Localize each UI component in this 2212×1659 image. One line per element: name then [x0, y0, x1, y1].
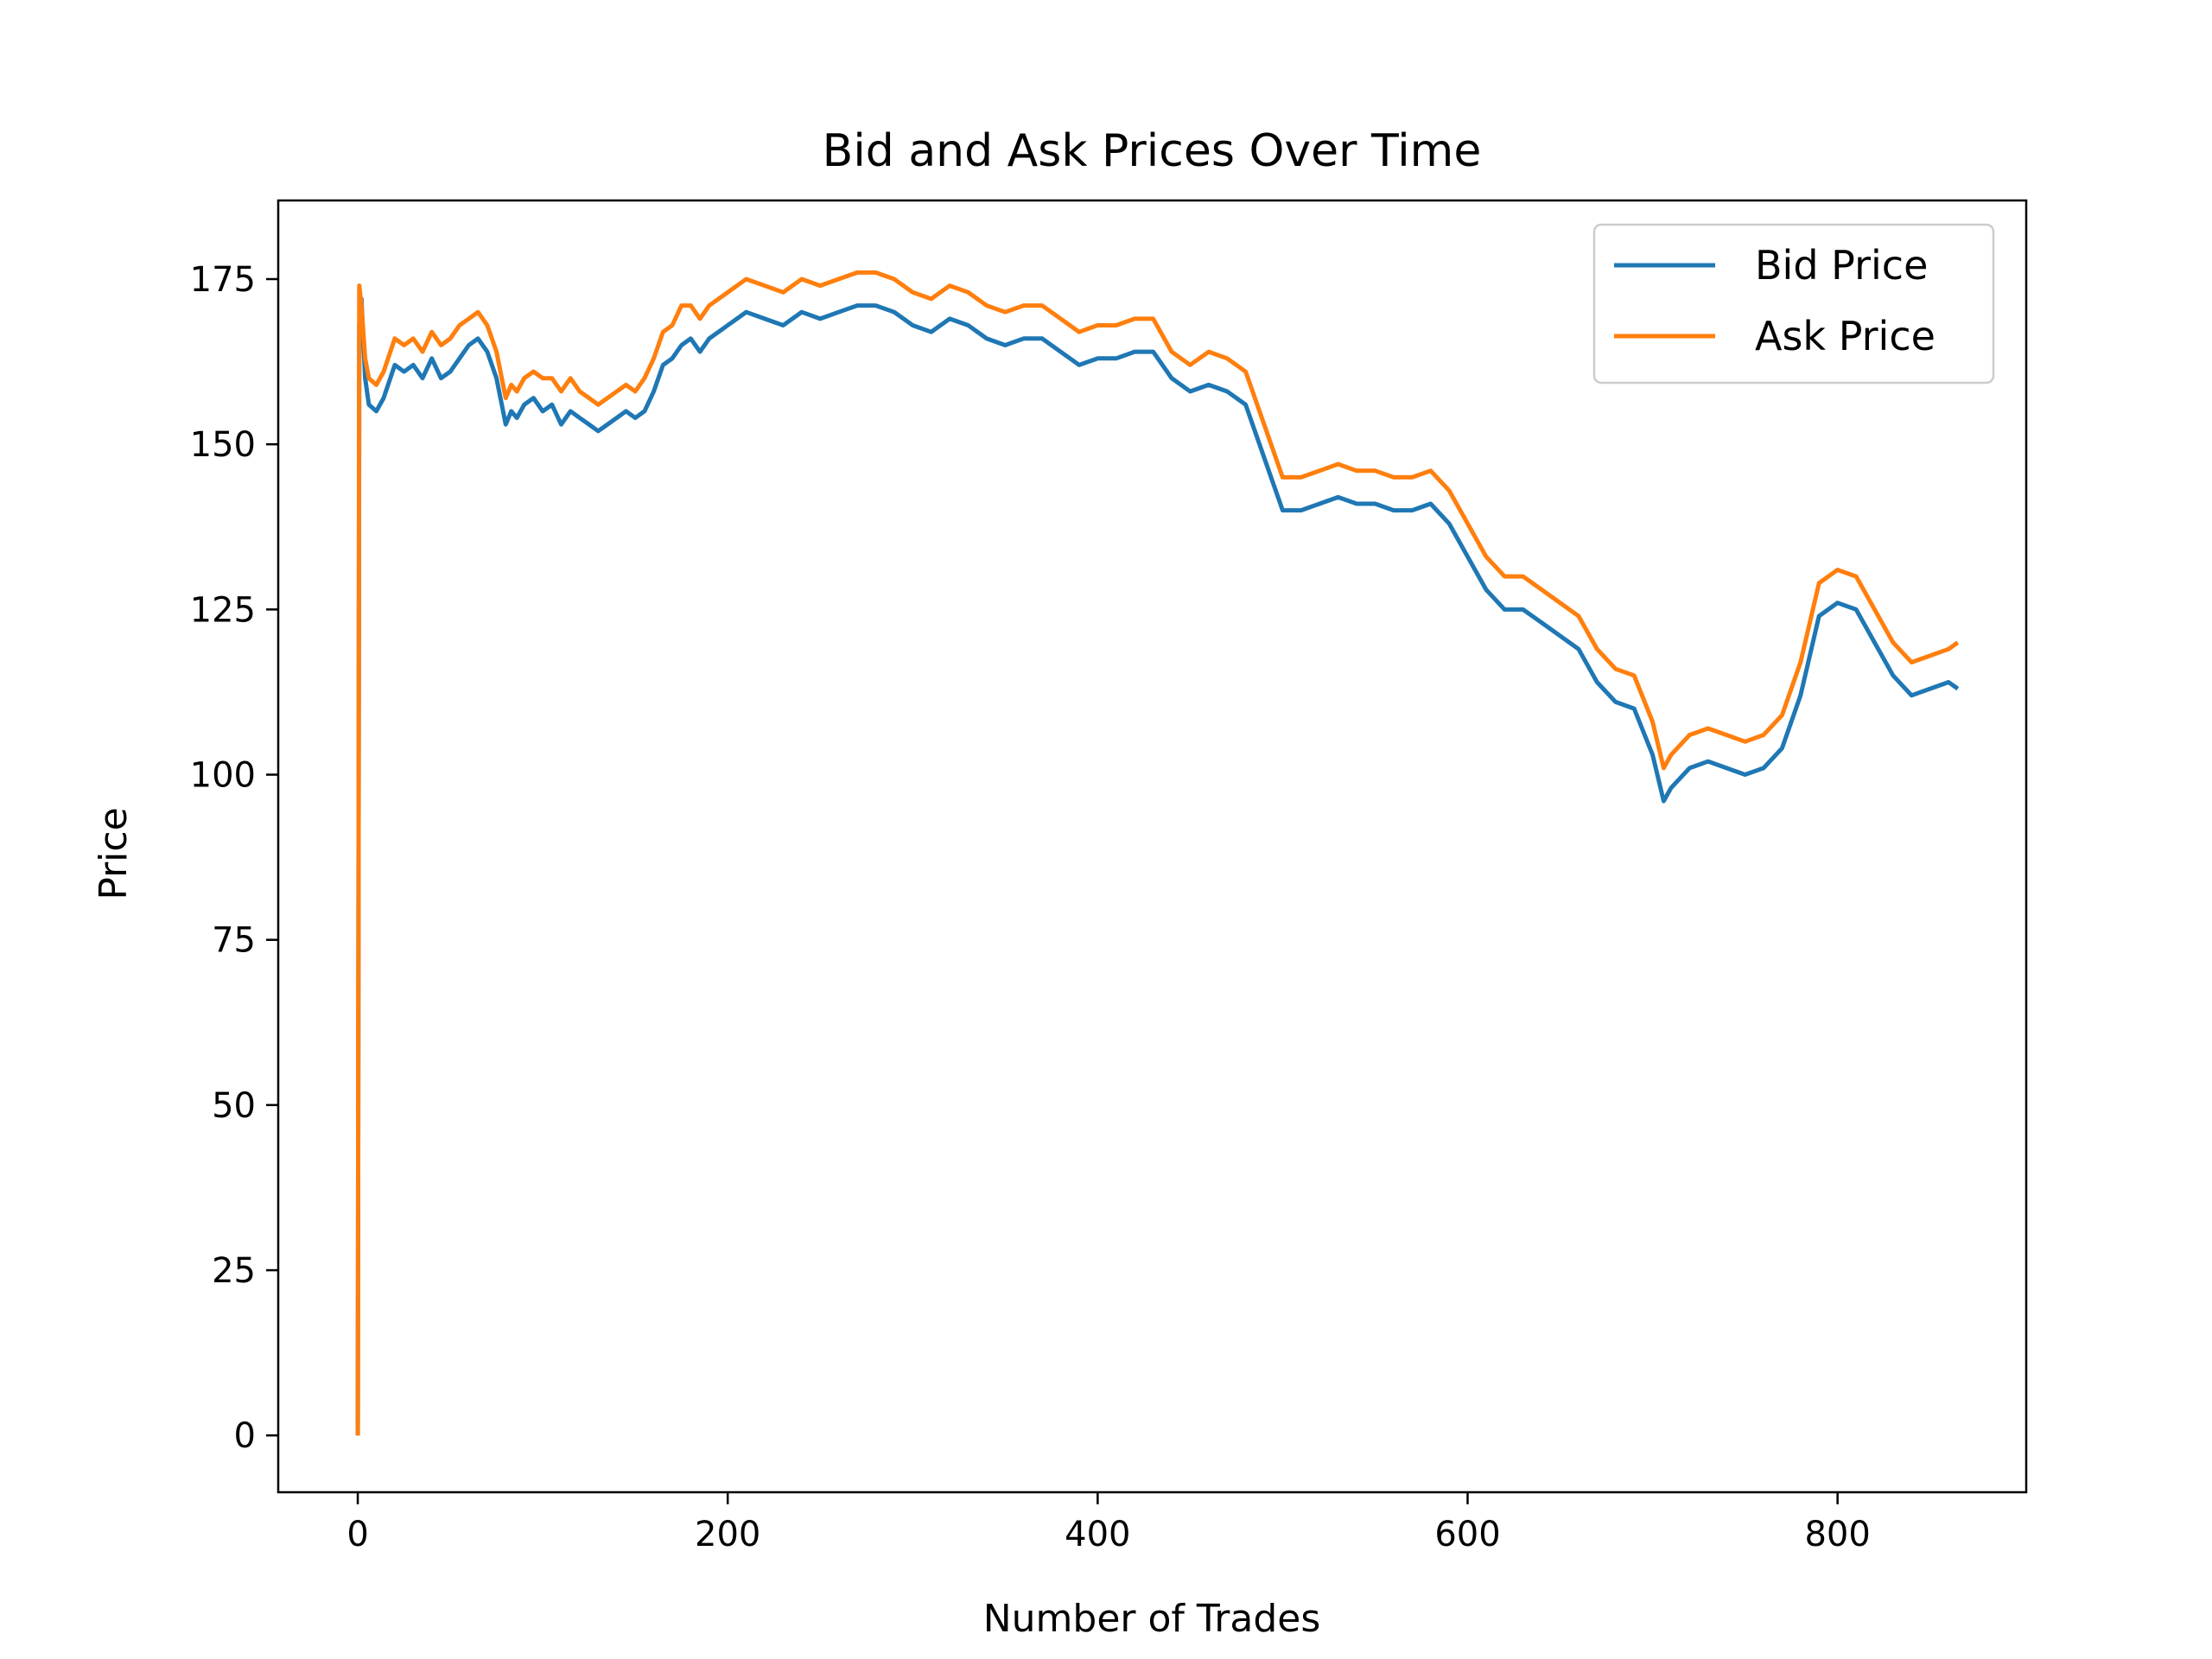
- y-axis: 0 25 50 75 100 125 150 175: [190, 260, 278, 1456]
- plot-area: [276, 199, 2028, 1494]
- x-tick-label: 600: [1434, 1515, 1500, 1554]
- y-tick-label: 75: [212, 921, 256, 961]
- chart-title: Bid and Ask Prices Over Time: [823, 125, 1482, 177]
- x-tick-label: 800: [1804, 1515, 1870, 1554]
- series-line-ask-price: [355, 270, 1960, 1436]
- y-tick-label: 125: [190, 590, 256, 630]
- x-axis-title: Number of Trades: [983, 1597, 1321, 1641]
- series-layer: [355, 270, 1960, 1436]
- series-line-bid-price: [355, 296, 1960, 1436]
- plot-frame: [276, 199, 2028, 1494]
- x-tick-label: 0: [346, 1515, 368, 1554]
- x-tick-label: 200: [695, 1515, 760, 1554]
- y-axis-title: Price: [92, 807, 136, 899]
- legend-label-bid: Bid Price: [1755, 242, 1928, 289]
- x-tick-label: 400: [1065, 1515, 1130, 1554]
- y-tick-label: 50: [212, 1086, 256, 1126]
- y-tick-label: 100: [190, 756, 256, 796]
- plot-background: [278, 200, 2026, 1492]
- y-tick-label: 0: [234, 1416, 256, 1456]
- y-tick-label: 175: [190, 260, 256, 300]
- legend-label-ask: Ask Price: [1755, 313, 1936, 359]
- y-tick-label: 25: [212, 1251, 256, 1291]
- legend: Bid Price Ask Price: [1592, 223, 1995, 385]
- x-axis: 0 200 400 600 800: [346, 1492, 1871, 1554]
- y-tick-label: 150: [190, 425, 256, 465]
